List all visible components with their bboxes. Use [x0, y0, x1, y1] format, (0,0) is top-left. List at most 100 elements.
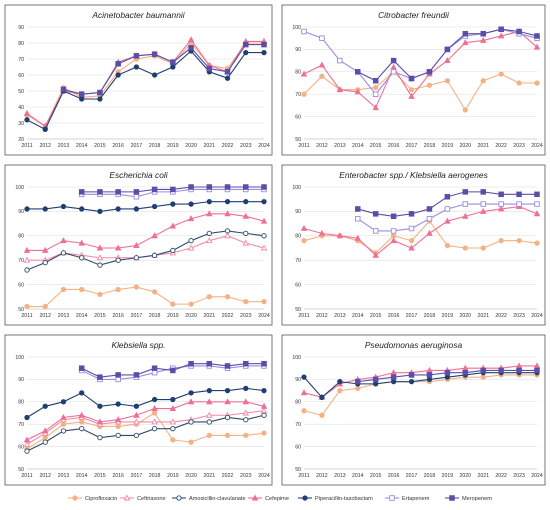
- data-point: [115, 401, 121, 407]
- x-tick-label: 2017: [406, 473, 418, 479]
- chart-panel-klebsiella-spp: Klebsiella spp. 50 60 70 80 90 100 2011 2012 2013…: [4, 334, 273, 486]
- x-tick-label: 2017: [406, 313, 418, 319]
- data-point: [444, 194, 451, 200]
- data-point: [224, 75, 231, 81]
- x-tick-label: 2018: [424, 313, 436, 319]
- data-point: [337, 387, 343, 394]
- data-point: [408, 378, 415, 385]
- data-point: [78, 239, 85, 246]
- data-point: [242, 398, 250, 405]
- x-tick-label: 2015: [94, 473, 106, 479]
- data-point: [260, 244, 268, 251]
- data-point: [96, 418, 104, 425]
- data-point: [79, 286, 85, 293]
- data-point: [408, 244, 415, 251]
- y-tick-label: 80: [295, 234, 301, 240]
- data-point: [133, 403, 140, 409]
- data-point: [426, 376, 433, 383]
- data-point: [115, 72, 121, 78]
- data-point: [354, 234, 362, 241]
- data-point: [534, 191, 540, 198]
- legend-label: Ciprofloxacin: [85, 496, 117, 502]
- chart-panel-enterobacter-spp-klebsiella-aerogenes: Enterobacter spp./ Klebsiella aerogenes 5…: [281, 164, 546, 326]
- data-point: [224, 363, 231, 369]
- data-point: [408, 238, 415, 244]
- y-tick-label: 90: [295, 209, 301, 215]
- data-point: [151, 369, 158, 376]
- data-point: [206, 294, 212, 300]
- legend: Ciprofloxacin Ceftriaxone Amoxicillin-clav…: [68, 494, 492, 502]
- series-piperacillin-tazobactam: [24, 48, 267, 133]
- legend-item-amoxicillin-clavulanate: Amoxicillin-clavulanate: [172, 495, 246, 502]
- data-point: [115, 432, 121, 439]
- series-line: [303, 365, 537, 398]
- y-tick-label: 90: [18, 377, 24, 383]
- data-point: [133, 411, 140, 418]
- x-tick-label: 2011: [21, 143, 32, 149]
- data-point: [206, 411, 213, 418]
- data-point: [426, 229, 433, 236]
- x-tick-label: 2020: [460, 313, 472, 319]
- data-point: [224, 210, 231, 217]
- chart-panel-pseudomonas-aeruginosa: Pseudomonas aeruginosa 50 60 70 80 90 100 2011 2…: [281, 334, 546, 486]
- x-tick-label: 2019: [442, 313, 454, 319]
- data-point: [260, 402, 268, 409]
- legend-label: Ertapenem: [402, 496, 430, 502]
- data-point: [498, 201, 504, 207]
- y-tick-label: 60: [18, 444, 24, 450]
- x-tick-label: 2014: [76, 143, 88, 149]
- data-point: [243, 299, 249, 305]
- data-point: [261, 430, 267, 436]
- data-point: [60, 86, 67, 93]
- data-point: [373, 84, 379, 91]
- x-tick-label: 2014: [352, 313, 364, 319]
- data-point: [479, 36, 487, 43]
- y-tick-label: 70: [295, 422, 301, 428]
- data-point: [480, 78, 486, 84]
- data-point: [133, 64, 140, 70]
- panel-border: [4, 4, 273, 156]
- y-tick-label: 80: [18, 234, 24, 240]
- data-point: [60, 421, 67, 427]
- panel-border: [281, 164, 546, 326]
- data-point: [224, 228, 231, 234]
- series-meropenem: [78, 184, 267, 195]
- x-tick-label: 2011: [298, 473, 309, 479]
- data-point: [497, 32, 505, 39]
- x-tick-label: 2021: [477, 473, 489, 479]
- data-point: [79, 390, 85, 396]
- data-point: [390, 69, 397, 75]
- series-piperacillin-tazobactam: [24, 385, 267, 421]
- data-point: [188, 390, 194, 396]
- data-point: [261, 412, 267, 418]
- x-tick-label: 2016: [388, 313, 400, 319]
- data-point: [78, 91, 85, 97]
- data-point: [169, 418, 177, 425]
- data-point: [497, 205, 505, 212]
- data-point: [300, 389, 308, 396]
- data-point: [480, 30, 486, 37]
- data-point: [24, 206, 30, 212]
- x-tick-label: 2013: [334, 473, 346, 479]
- data-point: [480, 245, 486, 251]
- x-tick-label: 2021: [204, 313, 216, 319]
- data-point: [426, 215, 433, 222]
- legend-item-meropenem: Meropenem: [445, 495, 492, 502]
- data-point: [42, 206, 48, 212]
- legend-label: Meropenem: [462, 496, 492, 502]
- data-point: [372, 211, 379, 217]
- series-meropenem: [60, 41, 267, 97]
- y-tick-label: 100: [15, 185, 24, 191]
- data-point: [206, 230, 212, 237]
- x-tick-label: 2016: [112, 313, 124, 319]
- legend-marker: [389, 495, 395, 501]
- series-line: [303, 372, 537, 399]
- series-line: [27, 213, 265, 251]
- y-tick-label: 70: [295, 92, 301, 98]
- x-tick-label: 2024: [258, 473, 270, 479]
- data-point: [97, 262, 103, 268]
- data-point: [133, 206, 140, 212]
- x-tick-label: 2012: [39, 473, 51, 479]
- series-line: [26, 401, 265, 441]
- y-tick-label: 90: [18, 25, 24, 31]
